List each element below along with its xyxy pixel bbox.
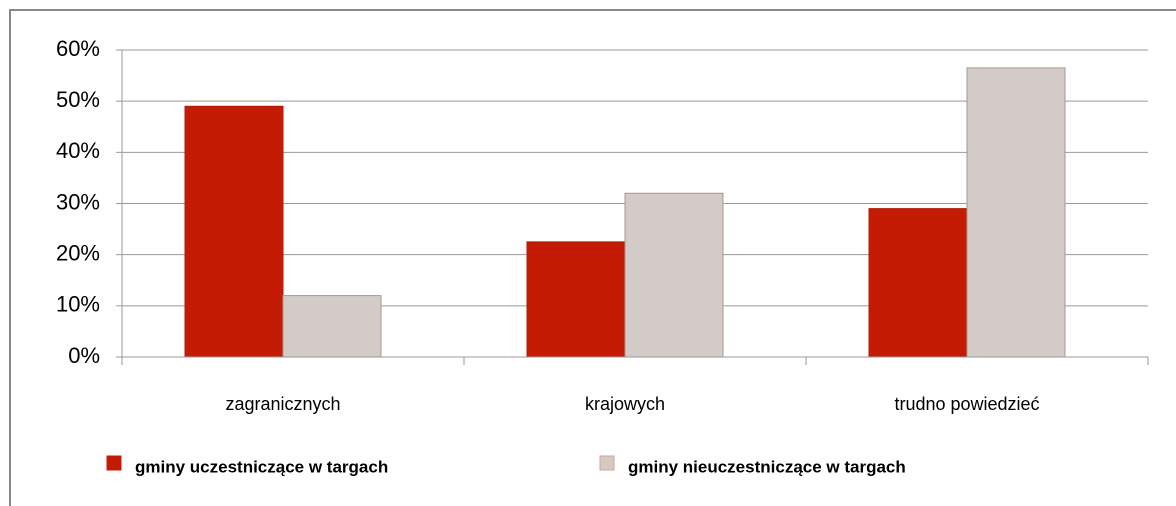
bar (966, 67, 1066, 358)
legend-swatch (106, 455, 122, 471)
x-tick-label: krajowych (585, 394, 665, 414)
y-tick-label: 10% (56, 292, 100, 317)
bar (624, 192, 724, 358)
y-tick-label: 0% (68, 343, 100, 368)
x-tick-label: zagranicznych (225, 394, 340, 414)
y-tick-label: 40% (56, 138, 100, 163)
legend-label: gminy nieuczestniczące w targach (628, 457, 906, 476)
bar (282, 295, 382, 358)
bar (184, 105, 284, 358)
y-tick-label: 20% (56, 240, 100, 265)
y-tick-label: 50% (56, 87, 100, 112)
y-tick-label: 60% (56, 36, 100, 61)
bar (868, 208, 968, 358)
x-tick-label: trudno powiedzieć (894, 394, 1039, 414)
bar (526, 241, 626, 358)
legend-swatch (599, 455, 615, 471)
y-tick-label: 30% (56, 189, 100, 214)
legend-label: gminy uczestniczące w targach (135, 457, 388, 476)
